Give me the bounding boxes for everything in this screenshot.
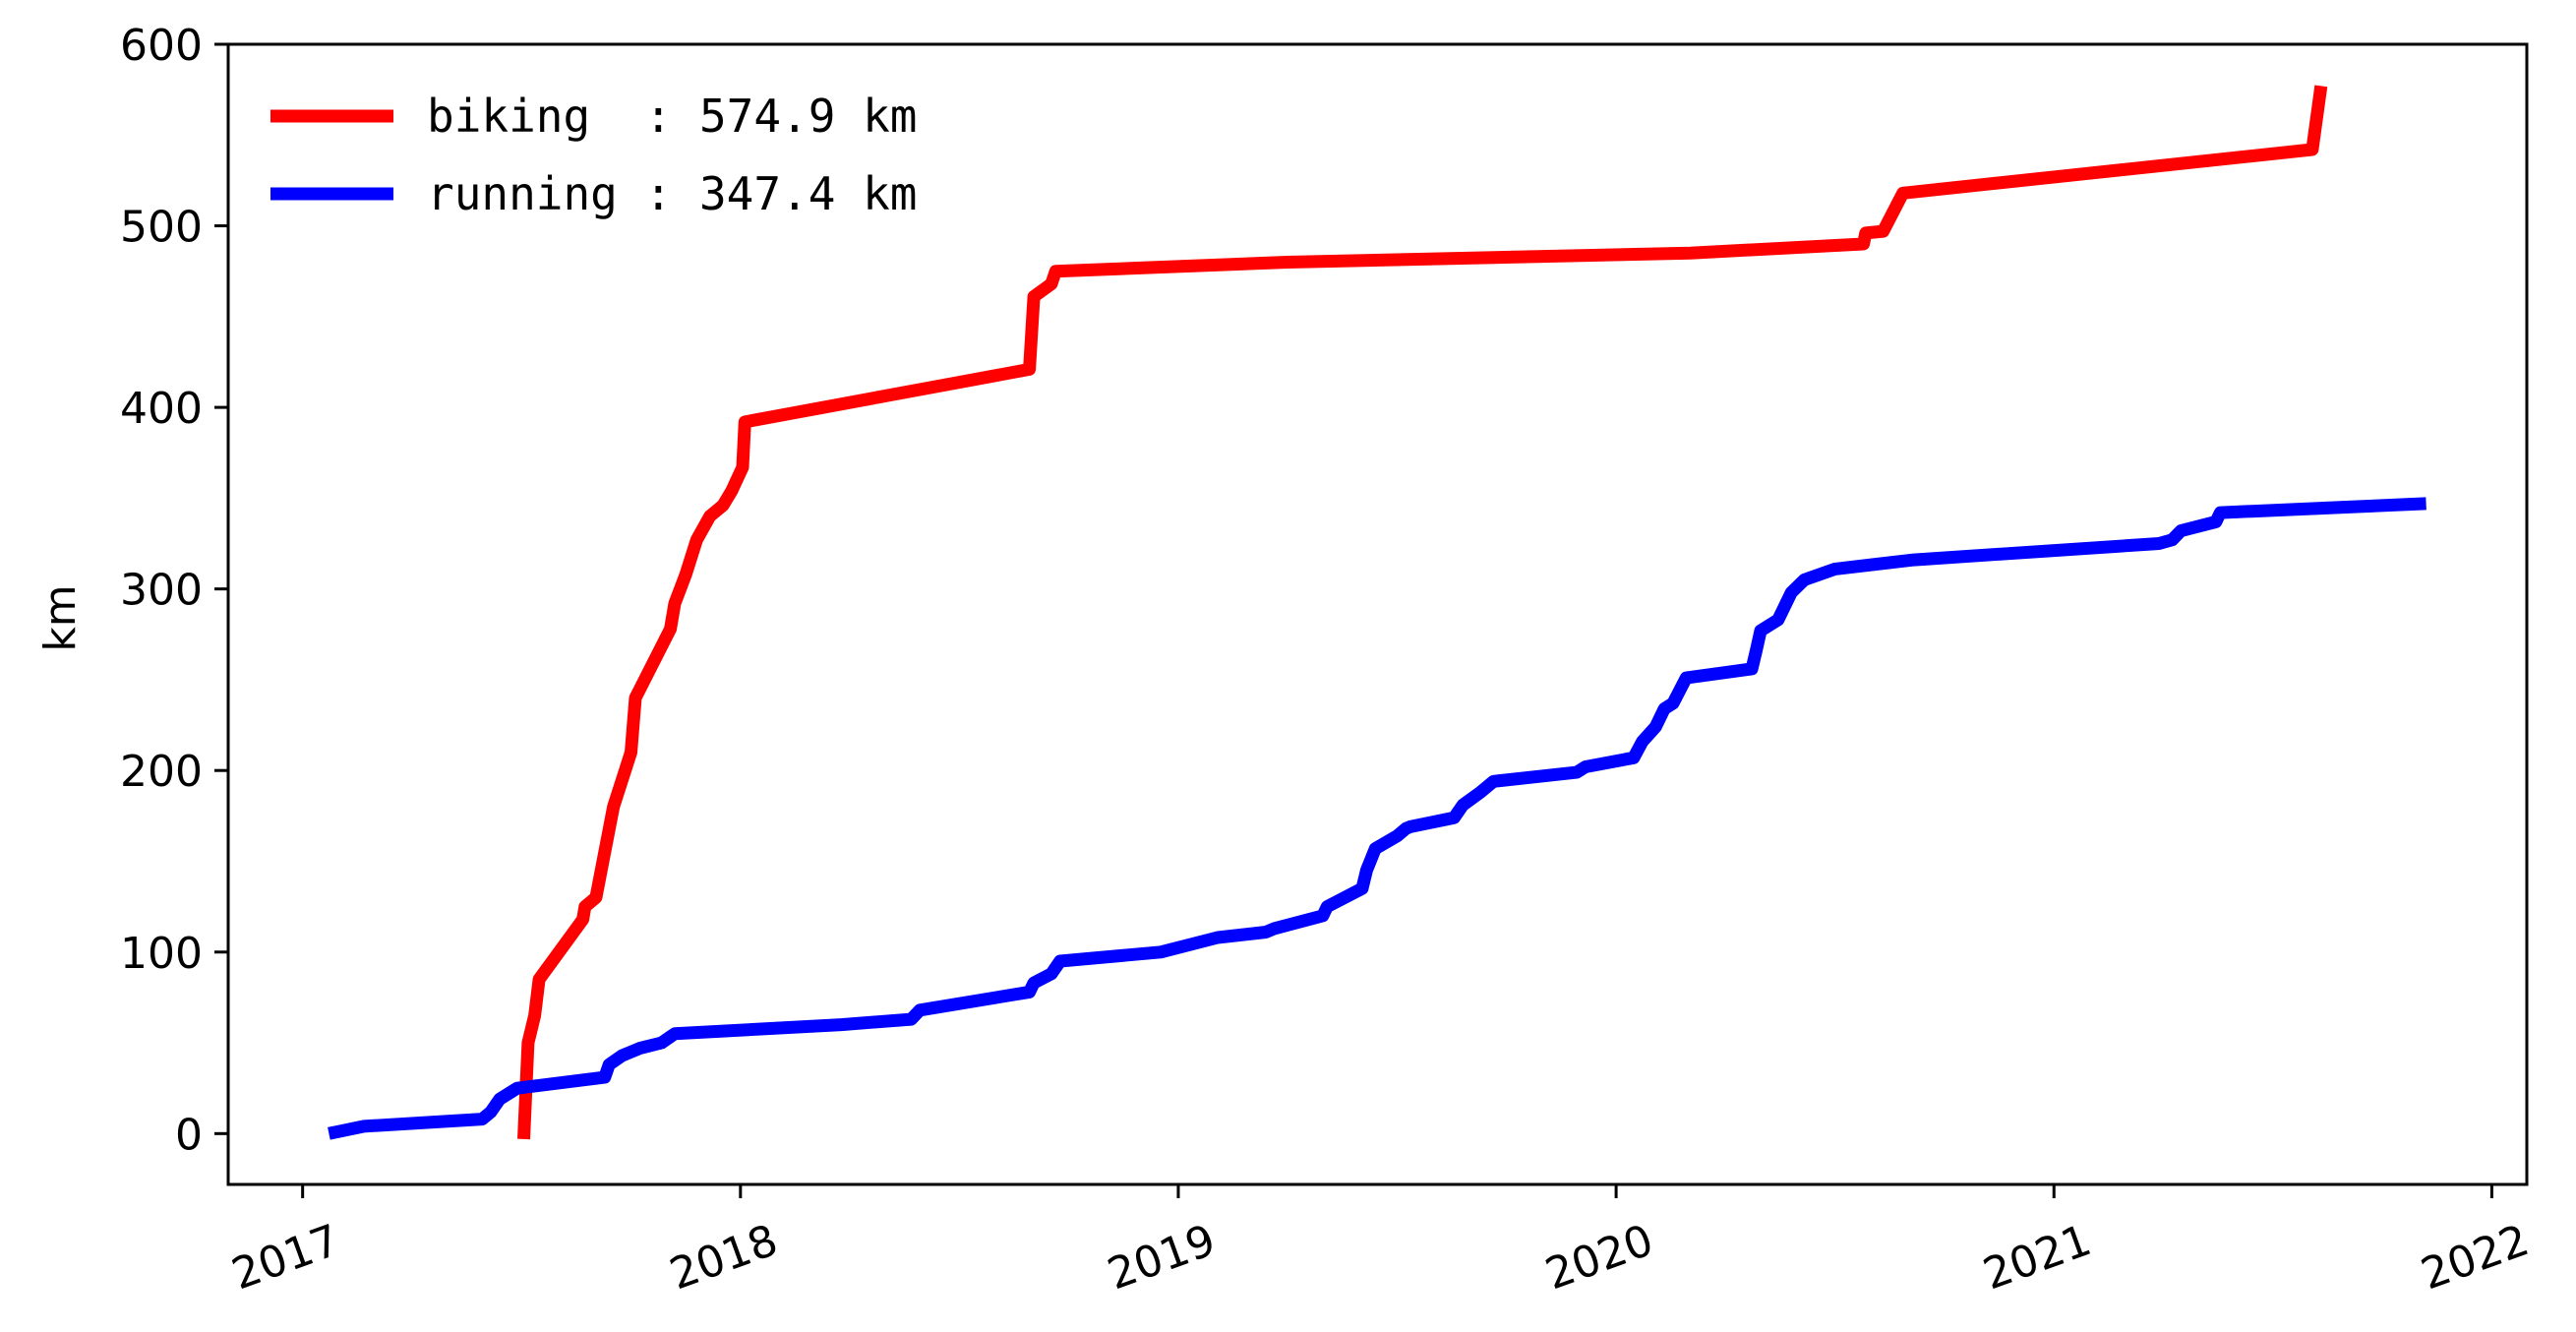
legend-label-biking: biking : 574.9 km: [427, 90, 918, 143]
y-tick-label: 100: [120, 929, 203, 979]
y-tick-label: 0: [175, 1110, 203, 1160]
y-tick-label: 400: [120, 384, 203, 434]
series-line-running: [328, 497, 2426, 1140]
y-tick-label: 200: [120, 747, 203, 797]
legend: biking : 574.9 km running : 347.4 km: [270, 90, 918, 220]
y-axis: 0 100 200 300 400 500 600: [120, 21, 228, 1160]
y-axis-title: km: [35, 584, 86, 651]
legend-label-running: running : 347.4 km: [427, 167, 918, 220]
y-tick-label: 500: [120, 203, 203, 253]
series-group: [328, 85, 2426, 1140]
y-tick-label: 300: [120, 566, 203, 616]
plot-area-frame: [226, 42, 2529, 1186]
y-tick-label: 600: [120, 21, 203, 71]
series-line-biking: [517, 85, 2328, 1140]
